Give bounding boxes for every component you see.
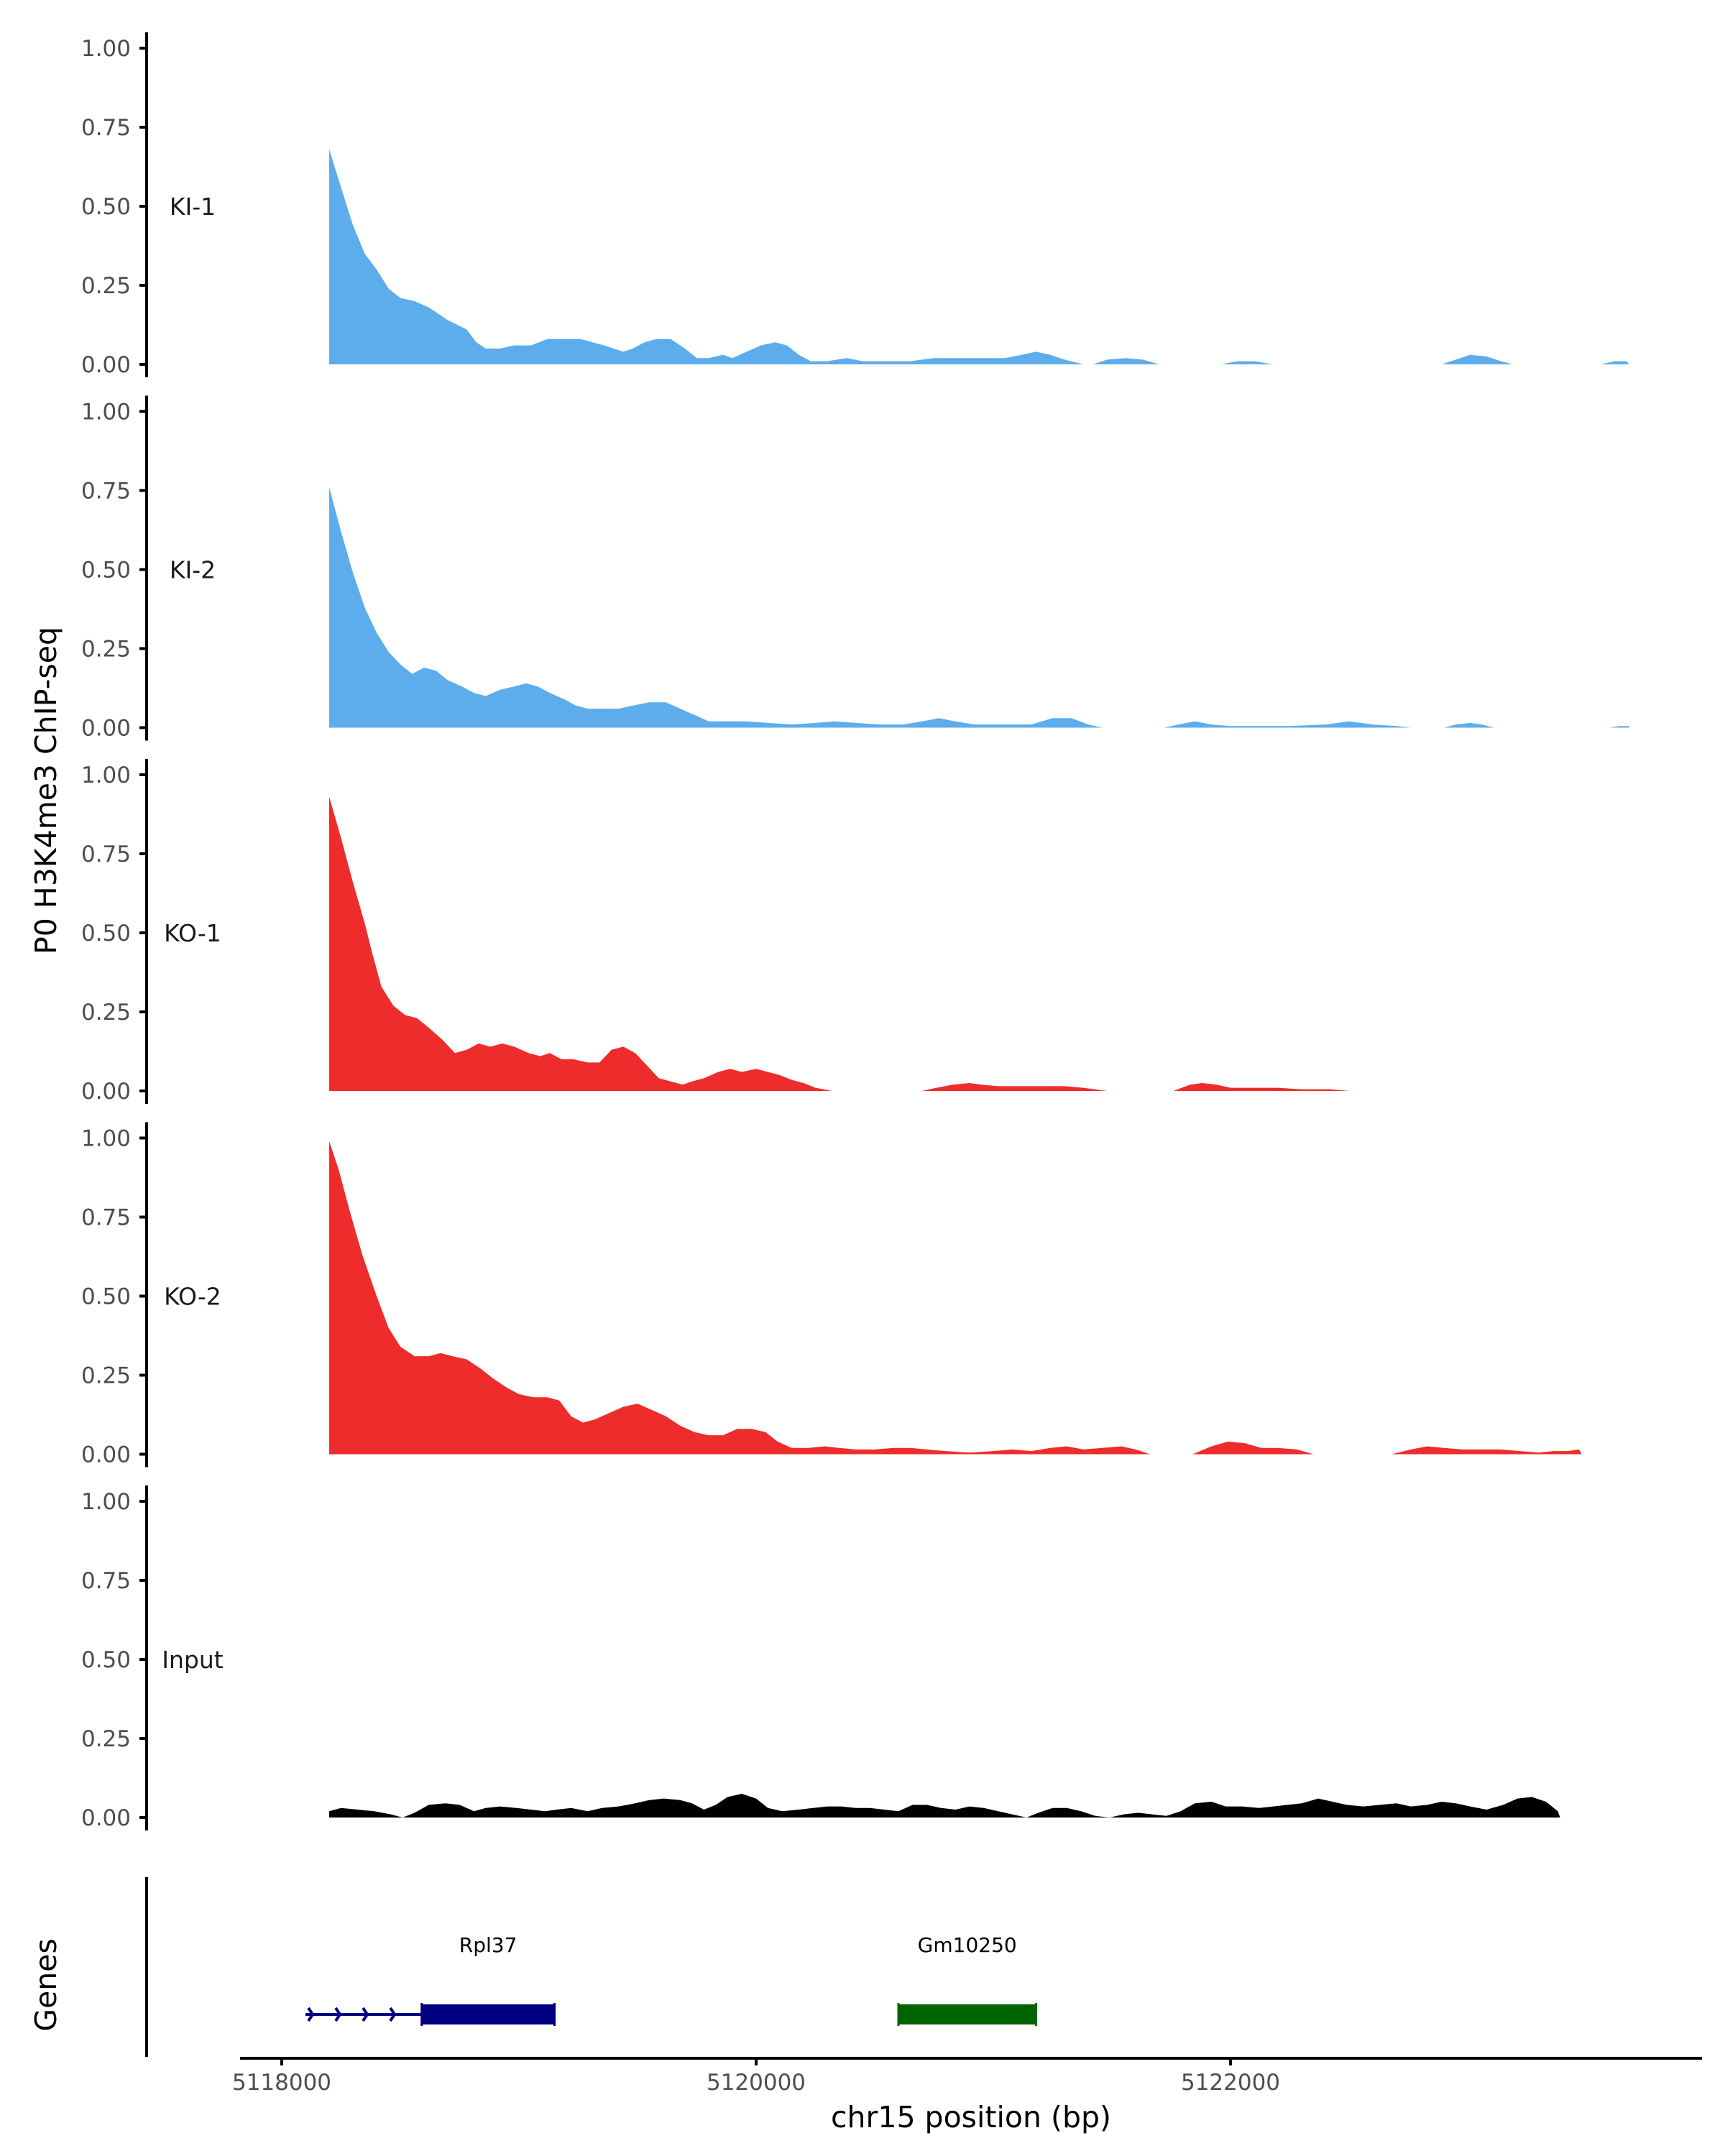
track-label: Input (162, 1646, 224, 1674)
genes-panel: Genes Rpl37 Gm10250 (29, 1877, 1037, 2057)
signal-area (329, 149, 1629, 365)
track-ko-1: 0.00 0.25 0.50 0.75 1.00 KO-1 (81, 759, 1349, 1105)
gene-rpl37: Rpl37 (305, 1933, 556, 2026)
y-tick-label: 0.75 (81, 115, 131, 141)
track-label: KO-1 (164, 919, 221, 947)
y-tick-label: 0.50 (81, 921, 131, 946)
y-tick-label: 0.50 (81, 1284, 131, 1310)
x-tick-label: 5120000 (707, 2070, 806, 2096)
y-tick-label: 0.25 (81, 273, 131, 299)
y-tick-label: 0.25 (81, 1000, 131, 1026)
strand-chevron (362, 2007, 369, 2022)
gene-exon (421, 2004, 555, 2024)
gene-gm10250: Gm10250 (897, 1933, 1037, 2026)
gene-label: Gm10250 (918, 1933, 1017, 1957)
strand-chevron (307, 2007, 315, 2022)
x-tick-label: 5118000 (232, 2070, 331, 2096)
y-tick-label: 0.25 (81, 637, 131, 663)
y-tick-label: 0.75 (81, 479, 131, 505)
y-tick-label: 0.00 (81, 1805, 131, 1831)
signal-area (329, 1794, 1560, 1818)
y-tick-label: 1.00 (81, 763, 131, 788)
y-tick-label: 1.00 (81, 36, 131, 62)
signal-area (329, 487, 1629, 728)
y-tick-label: 0.25 (81, 1363, 131, 1389)
y-tick-label: 0.75 (81, 842, 131, 867)
track-label: KO-2 (164, 1283, 221, 1311)
signal-area (329, 1141, 1582, 1455)
y-tick-label: 0.75 (81, 1568, 131, 1594)
y-tick-label: 1.00 (81, 1126, 131, 1152)
track-label: KI-2 (170, 556, 216, 584)
gene-label: Rpl37 (459, 1933, 518, 1957)
y-tick-label: 0.00 (81, 1079, 131, 1105)
x-axis: 5118000 5120000 5122000 chr15 position (bp… (232, 2057, 1702, 2134)
track-ki-1: 0.00 0.25 0.50 0.75 1.00 KI-1 (81, 32, 1629, 378)
y-tick-label: 0.50 (81, 1647, 131, 1673)
x-axis-title: chr15 position (bp) (831, 2100, 1111, 2134)
y-tick-label: 0.00 (81, 716, 131, 742)
gene-models: Rpl37 Gm10250 (305, 1933, 1037, 2026)
track-ko-2: 0.00 0.25 0.50 0.75 1.00 KO-2 (81, 1122, 1582, 1468)
x-ticks: 5118000 5120000 5122000 (232, 2058, 1280, 2096)
y-tick-label: 0.50 (81, 194, 131, 220)
y-tick-label: 0.75 (81, 1205, 131, 1231)
strand-chevron (334, 2007, 342, 2022)
y-tick-label: 1.00 (81, 400, 131, 425)
y-axis-title: P0 H3K4me3 ChIP-seq (29, 627, 63, 954)
track-input: 0.00 0.25 0.50 0.75 1.00 Input (81, 1485, 1560, 1831)
gene-exon (898, 2004, 1036, 2024)
genes-axis-label: Genes (29, 1938, 63, 2032)
track-label: KI-1 (170, 193, 216, 221)
strand-chevron (389, 2007, 397, 2022)
y-tick-label: 1.00 (81, 1489, 131, 1515)
y-tick-label: 0.50 (81, 558, 131, 584)
y-tick-label: 0.00 (81, 352, 131, 378)
track-panels: 0.00 0.25 0.50 0.75 1.00 KI-1 0.00 0.25 0.50 0.75… (81, 32, 1629, 1831)
signal-area (329, 796, 1349, 1091)
x-tick-label: 5122000 (1181, 2070, 1280, 2096)
y-tick-label: 0.25 (81, 1726, 131, 1752)
track-ki-2: 0.00 0.25 0.50 0.75 1.00 KI-2 (81, 395, 1629, 742)
y-tick-label: 0.00 (81, 1442, 131, 1468)
